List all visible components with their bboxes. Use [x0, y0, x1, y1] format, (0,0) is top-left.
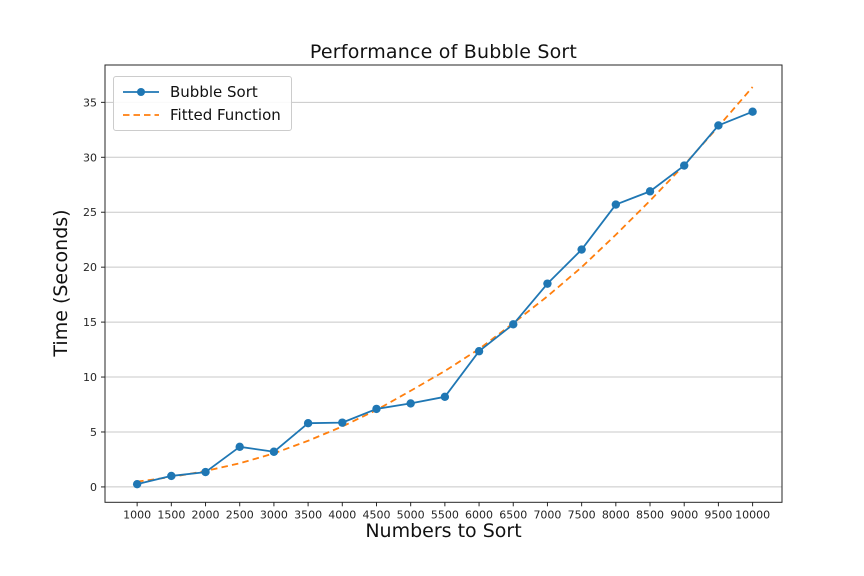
data-point-marker [714, 121, 723, 130]
x-tick-label: 9500 [704, 508, 732, 521]
x-tick-label: 2500 [226, 508, 254, 521]
y-axis-label: Time (Seconds) [50, 209, 72, 357]
fitted-function-line-icon [123, 114, 159, 116]
y-tick-label: 0 [90, 481, 97, 494]
data-point-marker [167, 471, 176, 481]
data-point-marker [509, 320, 518, 329]
legend-label-bubble-sort: Bubble Sort [170, 83, 258, 101]
y-tick-label: 30 [83, 151, 97, 164]
data-point-marker [406, 399, 415, 408]
x-tick-label: 4000 [328, 508, 356, 521]
x-tick-label: 10000 [735, 508, 770, 521]
x-tick-label: 6500 [499, 508, 527, 521]
x-axis-label: Numbers to Sort [365, 520, 522, 542]
x-tick-label: 8500 [636, 508, 664, 521]
data-point-marker [680, 161, 689, 170]
y-tick-label: 35 [83, 96, 97, 109]
legend: Bubble Sort Fitted Function [113, 76, 292, 131]
y-tick-label: 10 [83, 371, 97, 384]
x-tick-label: 3000 [260, 508, 288, 521]
y-tick-label: 15 [83, 316, 97, 329]
x-tick-label: 4500 [362, 508, 390, 521]
data-point-marker [474, 347, 484, 356]
legend-item-bubble-sort: Bubble Sort [122, 83, 281, 101]
bubble-sort-line-icon [123, 88, 159, 96]
y-tick-label: 20 [83, 261, 97, 274]
data-point-marker [440, 392, 450, 402]
fitted-function-line [137, 86, 754, 483]
x-tick-label: 2000 [192, 508, 220, 521]
legend-label-fitted-function: Fitted Function [170, 106, 281, 124]
data-point-marker [611, 200, 621, 209]
x-tick-label: 5000 [397, 508, 425, 521]
data-point-marker [132, 479, 142, 489]
data-point-marker [748, 107, 757, 116]
data-point-marker [235, 442, 244, 452]
y-tick-label: 25 [83, 206, 97, 219]
x-tick-label: 7500 [568, 508, 596, 521]
data-point-marker [201, 467, 210, 477]
legend-item-fitted-function: Fitted Function [122, 106, 281, 124]
chart-title: Performance of Bubble Sort [309, 41, 578, 63]
data-point-marker [543, 279, 552, 288]
x-tick-label: 9000 [670, 508, 698, 521]
x-tick-label: 6000 [465, 508, 493, 521]
x-tick-label: 5500 [431, 508, 459, 521]
x-tick-label: 7000 [533, 508, 561, 521]
data-point-marker [269, 447, 279, 456]
x-tick-label: 8000 [602, 508, 630, 521]
x-tick-label: 1500 [157, 508, 185, 521]
x-tick-label: 1000 [123, 508, 151, 521]
y-tick-label: 5 [90, 426, 97, 439]
axes-box [104, 64, 783, 503]
data-point-marker [303, 418, 313, 428]
bubble-sort-line [136, 110, 753, 486]
data-point-marker [577, 245, 586, 254]
x-tick-label: 3500 [294, 508, 322, 521]
data-point-marker [372, 404, 381, 414]
data-point-marker [338, 418, 347, 427]
data-point-marker [645, 187, 655, 196]
